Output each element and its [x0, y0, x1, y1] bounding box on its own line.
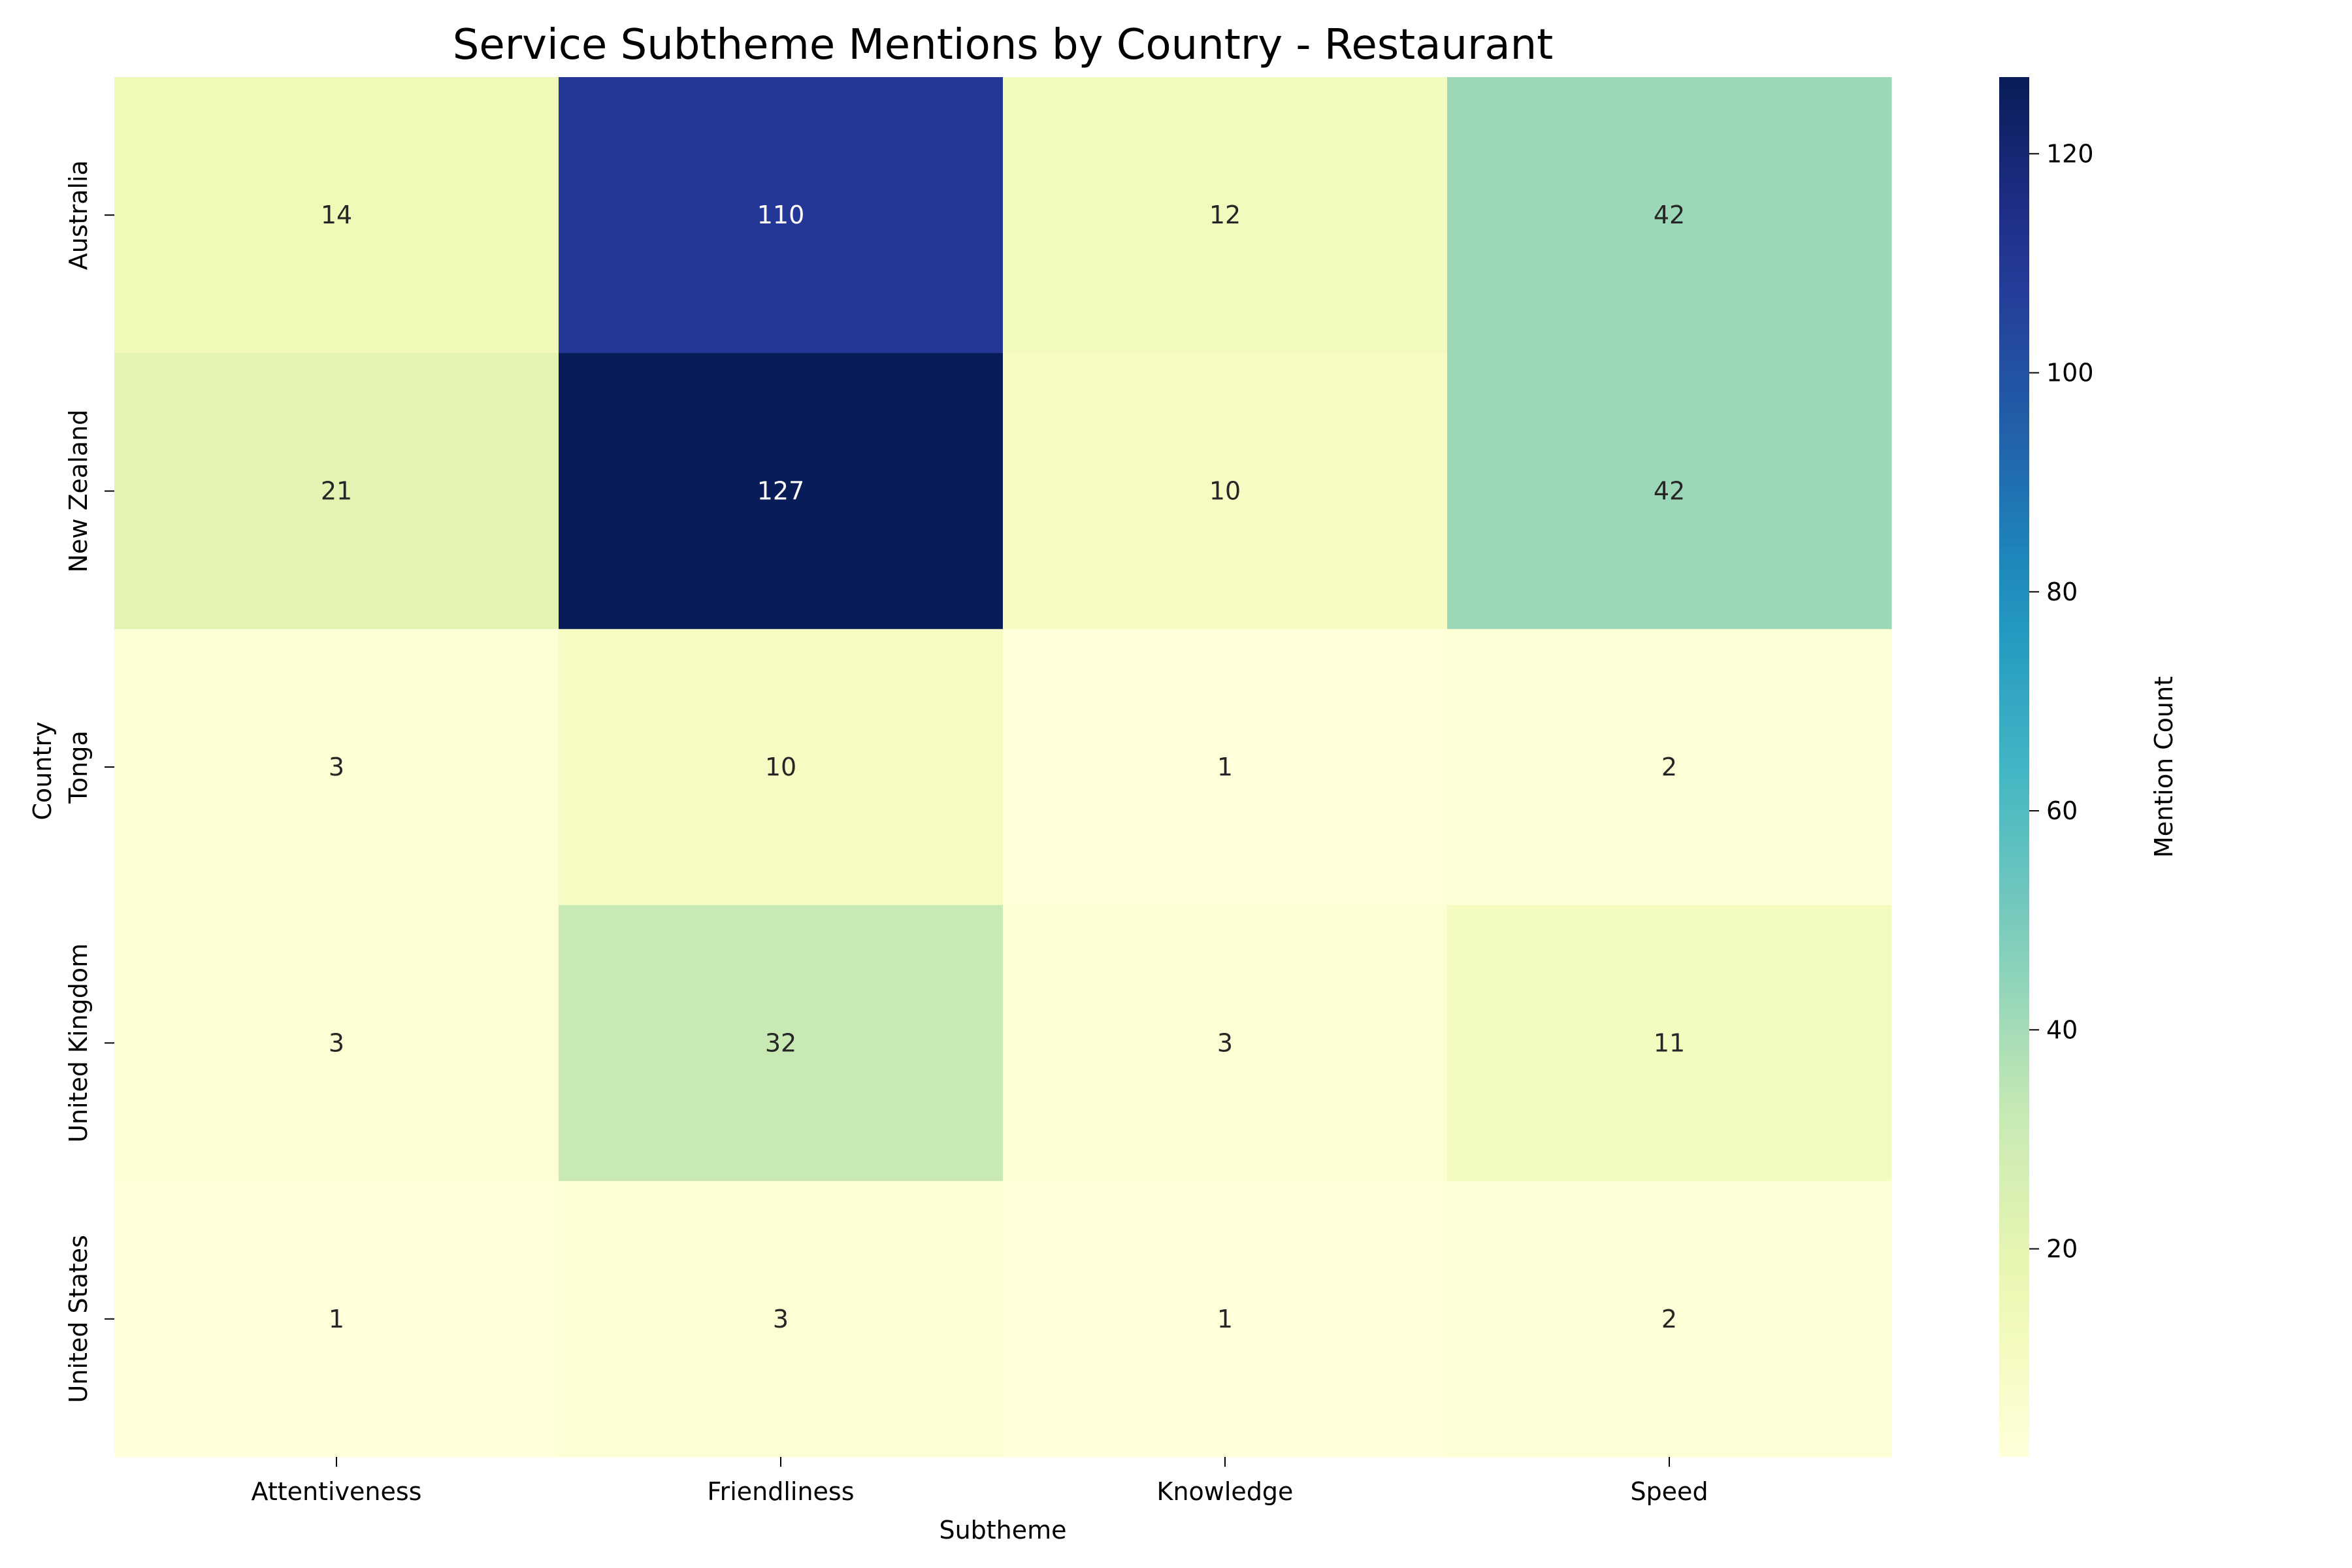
heatmap-cell — [1003, 905, 1448, 1182]
cell-value-label: 10 — [765, 753, 796, 781]
colorbar-tick-label: 20 — [2046, 1235, 2078, 1264]
heatmap-cell — [1003, 77, 1448, 353]
cell-value-label: 1 — [1217, 753, 1233, 781]
colorbar-tick-label: 80 — [2046, 578, 2078, 606]
heatmap-cell — [559, 353, 1004, 630]
heatmap-cell — [1003, 1181, 1448, 1458]
heatmap-cell — [559, 905, 1004, 1182]
heatmap-cell — [114, 629, 559, 906]
cell-value-label: 42 — [1654, 477, 1685, 506]
x-tick-layer: Attentiveness Friendliness Knowledge Speed — [252, 1457, 1708, 1506]
heatmap-cell — [1447, 353, 1892, 630]
heatmap-cell — [114, 905, 559, 1182]
colorbar-tick-label: 120 — [2046, 139, 2094, 168]
cell-value-label: 2 — [1661, 1305, 1677, 1333]
cell-value-label: 10 — [1209, 477, 1241, 506]
y-tick-label: Australia — [64, 160, 93, 270]
cell-value-label: 32 — [765, 1028, 796, 1057]
chart-title: Service Subtheme Mentions by Country - R… — [453, 21, 1553, 69]
x-axis-label: Subtheme — [939, 1516, 1066, 1544]
heatmap-cell — [559, 1181, 1004, 1458]
y-tick-layer: Australia New Zealand Tonga United Kingdom U… — [64, 160, 114, 1403]
heatmap-cell — [1003, 629, 1448, 906]
cell-value-label: 110 — [757, 201, 805, 229]
x-tick-label: Friendliness — [707, 1477, 854, 1506]
cell-value-label: 1 — [1217, 1305, 1233, 1333]
x-tick-label: Attentiveness — [252, 1477, 422, 1506]
cell-value-label: 127 — [757, 477, 805, 506]
colorbar — [1999, 77, 2029, 1457]
heatmap-cell — [114, 1181, 559, 1458]
cell-value-label: 1 — [329, 1305, 344, 1333]
cell-value-label: 42 — [1654, 201, 1685, 229]
heatmap-cell — [1447, 1181, 1892, 1458]
cell-value-label: 14 — [321, 201, 352, 229]
cell-value-label: 2 — [1661, 753, 1677, 781]
heatmap-cell — [559, 77, 1004, 353]
cell-value-label: 12 — [1209, 201, 1241, 229]
colorbar-tick-label: 40 — [2046, 1015, 2078, 1044]
heatmap-cell — [559, 629, 1004, 906]
cell-value-label: 3 — [329, 1028, 344, 1057]
heatmap-cell — [1447, 629, 1892, 906]
y-axis-label: Country — [28, 722, 57, 821]
heatmap-cell — [1447, 77, 1892, 353]
y-tick-label: Tonga — [64, 730, 93, 804]
heatmap-cell — [1003, 353, 1448, 630]
cell-value-label: 3 — [773, 1305, 789, 1333]
x-tick-label: Speed — [1630, 1477, 1708, 1506]
colorbar-label: Mention Count — [2149, 676, 2178, 858]
y-tick-label: United Kingdom — [64, 943, 93, 1143]
colorbar-tick-label: 60 — [2046, 796, 2078, 825]
cell-value-label: 3 — [1217, 1028, 1233, 1057]
heatmap-cell — [114, 353, 559, 630]
y-tick-label: New Zealand — [64, 410, 93, 573]
x-tick-label: Knowledge — [1157, 1477, 1294, 1506]
cell-value-label: 3 — [329, 753, 344, 781]
cell-value-label: 11 — [1654, 1028, 1685, 1057]
cell-value-label: 21 — [321, 477, 352, 506]
heatmap-cell — [114, 77, 559, 353]
y-tick-label: United States — [64, 1235, 93, 1403]
colorbar-tick-label: 100 — [2046, 359, 2094, 387]
colorbar-tick-layer: 20 40 60 80 100 120 — [2029, 139, 2094, 1264]
heatmap-cell — [1447, 905, 1892, 1182]
